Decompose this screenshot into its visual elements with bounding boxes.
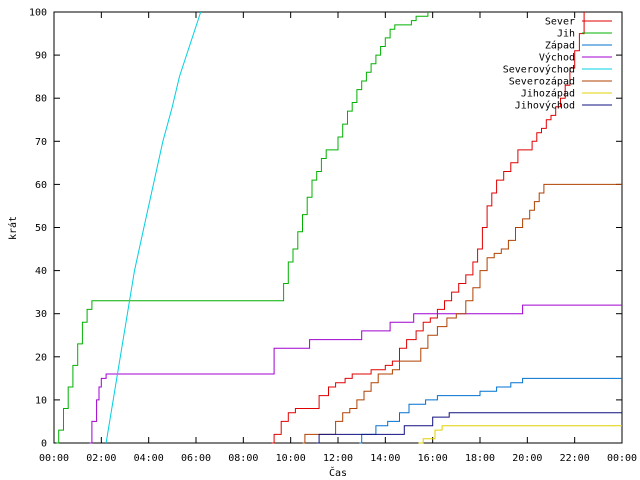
y-tick-label: 80	[35, 94, 47, 105]
x-tick-label: 12:00	[323, 453, 353, 464]
series-line-8	[316, 412, 622, 444]
y-tick-label: 0	[41, 439, 47, 450]
y-tick-label: 70	[35, 137, 47, 148]
series-line-3	[359, 377, 622, 444]
legend-label: Východ	[539, 52, 575, 64]
series-line-4	[89, 304, 622, 444]
legend-label: Jihovýchod	[515, 100, 575, 112]
series-line-1	[271, 12, 585, 444]
x-tick-label: 08:00	[228, 453, 258, 464]
series-line-5	[105, 11, 202, 444]
y-tick-label: 30	[35, 309, 47, 320]
y-tick-label: 10	[35, 395, 47, 406]
legend-label: Severovýchod	[503, 64, 575, 76]
y-tick-label: 50	[35, 223, 47, 234]
series-line-2	[56, 12, 429, 444]
y-tick-label: 100	[29, 8, 47, 19]
x-tick-label: 16:00	[418, 453, 448, 464]
x-tick-label: 18:00	[465, 453, 495, 464]
y-tick-label: 20	[35, 352, 47, 363]
y-axis-title: krát	[7, 216, 19, 240]
x-tick-label: 14:00	[370, 453, 400, 464]
x-tick-label: 02:00	[86, 453, 116, 464]
y-tick-label: 40	[35, 266, 47, 277]
legend-label: Jih	[557, 29, 575, 40]
x-tick-label: 00:00	[39, 453, 69, 464]
legend-label: Sever	[545, 17, 575, 28]
legend-label: Západ	[545, 40, 575, 52]
x-axis-title: Čas	[329, 466, 347, 479]
x-tick-label: 00:00	[607, 453, 637, 464]
x-tick-label: 20:00	[512, 453, 542, 464]
y-axis-ticks: 0 10 20 30 40 50 60 70 80 90 100	[29, 8, 622, 450]
series-lines	[56, 11, 622, 444]
x-tick-label: 10:00	[276, 453, 306, 464]
legend: SeverJihZápadVýchodSeverovýchodSeverozáp…	[503, 17, 612, 112]
x-tick-label: 22:00	[560, 453, 590, 464]
series-line-7	[418, 425, 622, 444]
x-tick-label: 04:00	[134, 453, 164, 464]
legend-label: Severozápad	[509, 76, 575, 88]
y-tick-label: 60	[35, 180, 47, 191]
y-tick-label: 90	[35, 51, 47, 62]
legend-label: Jihozápad	[521, 88, 575, 100]
x-axis-ticks: 00:00 02:00 04:00 06:00 08:00 10:00 12:00 14:00…	[39, 12, 637, 464]
x-tick-label: 06:00	[181, 453, 211, 464]
series-line-6	[302, 183, 622, 444]
